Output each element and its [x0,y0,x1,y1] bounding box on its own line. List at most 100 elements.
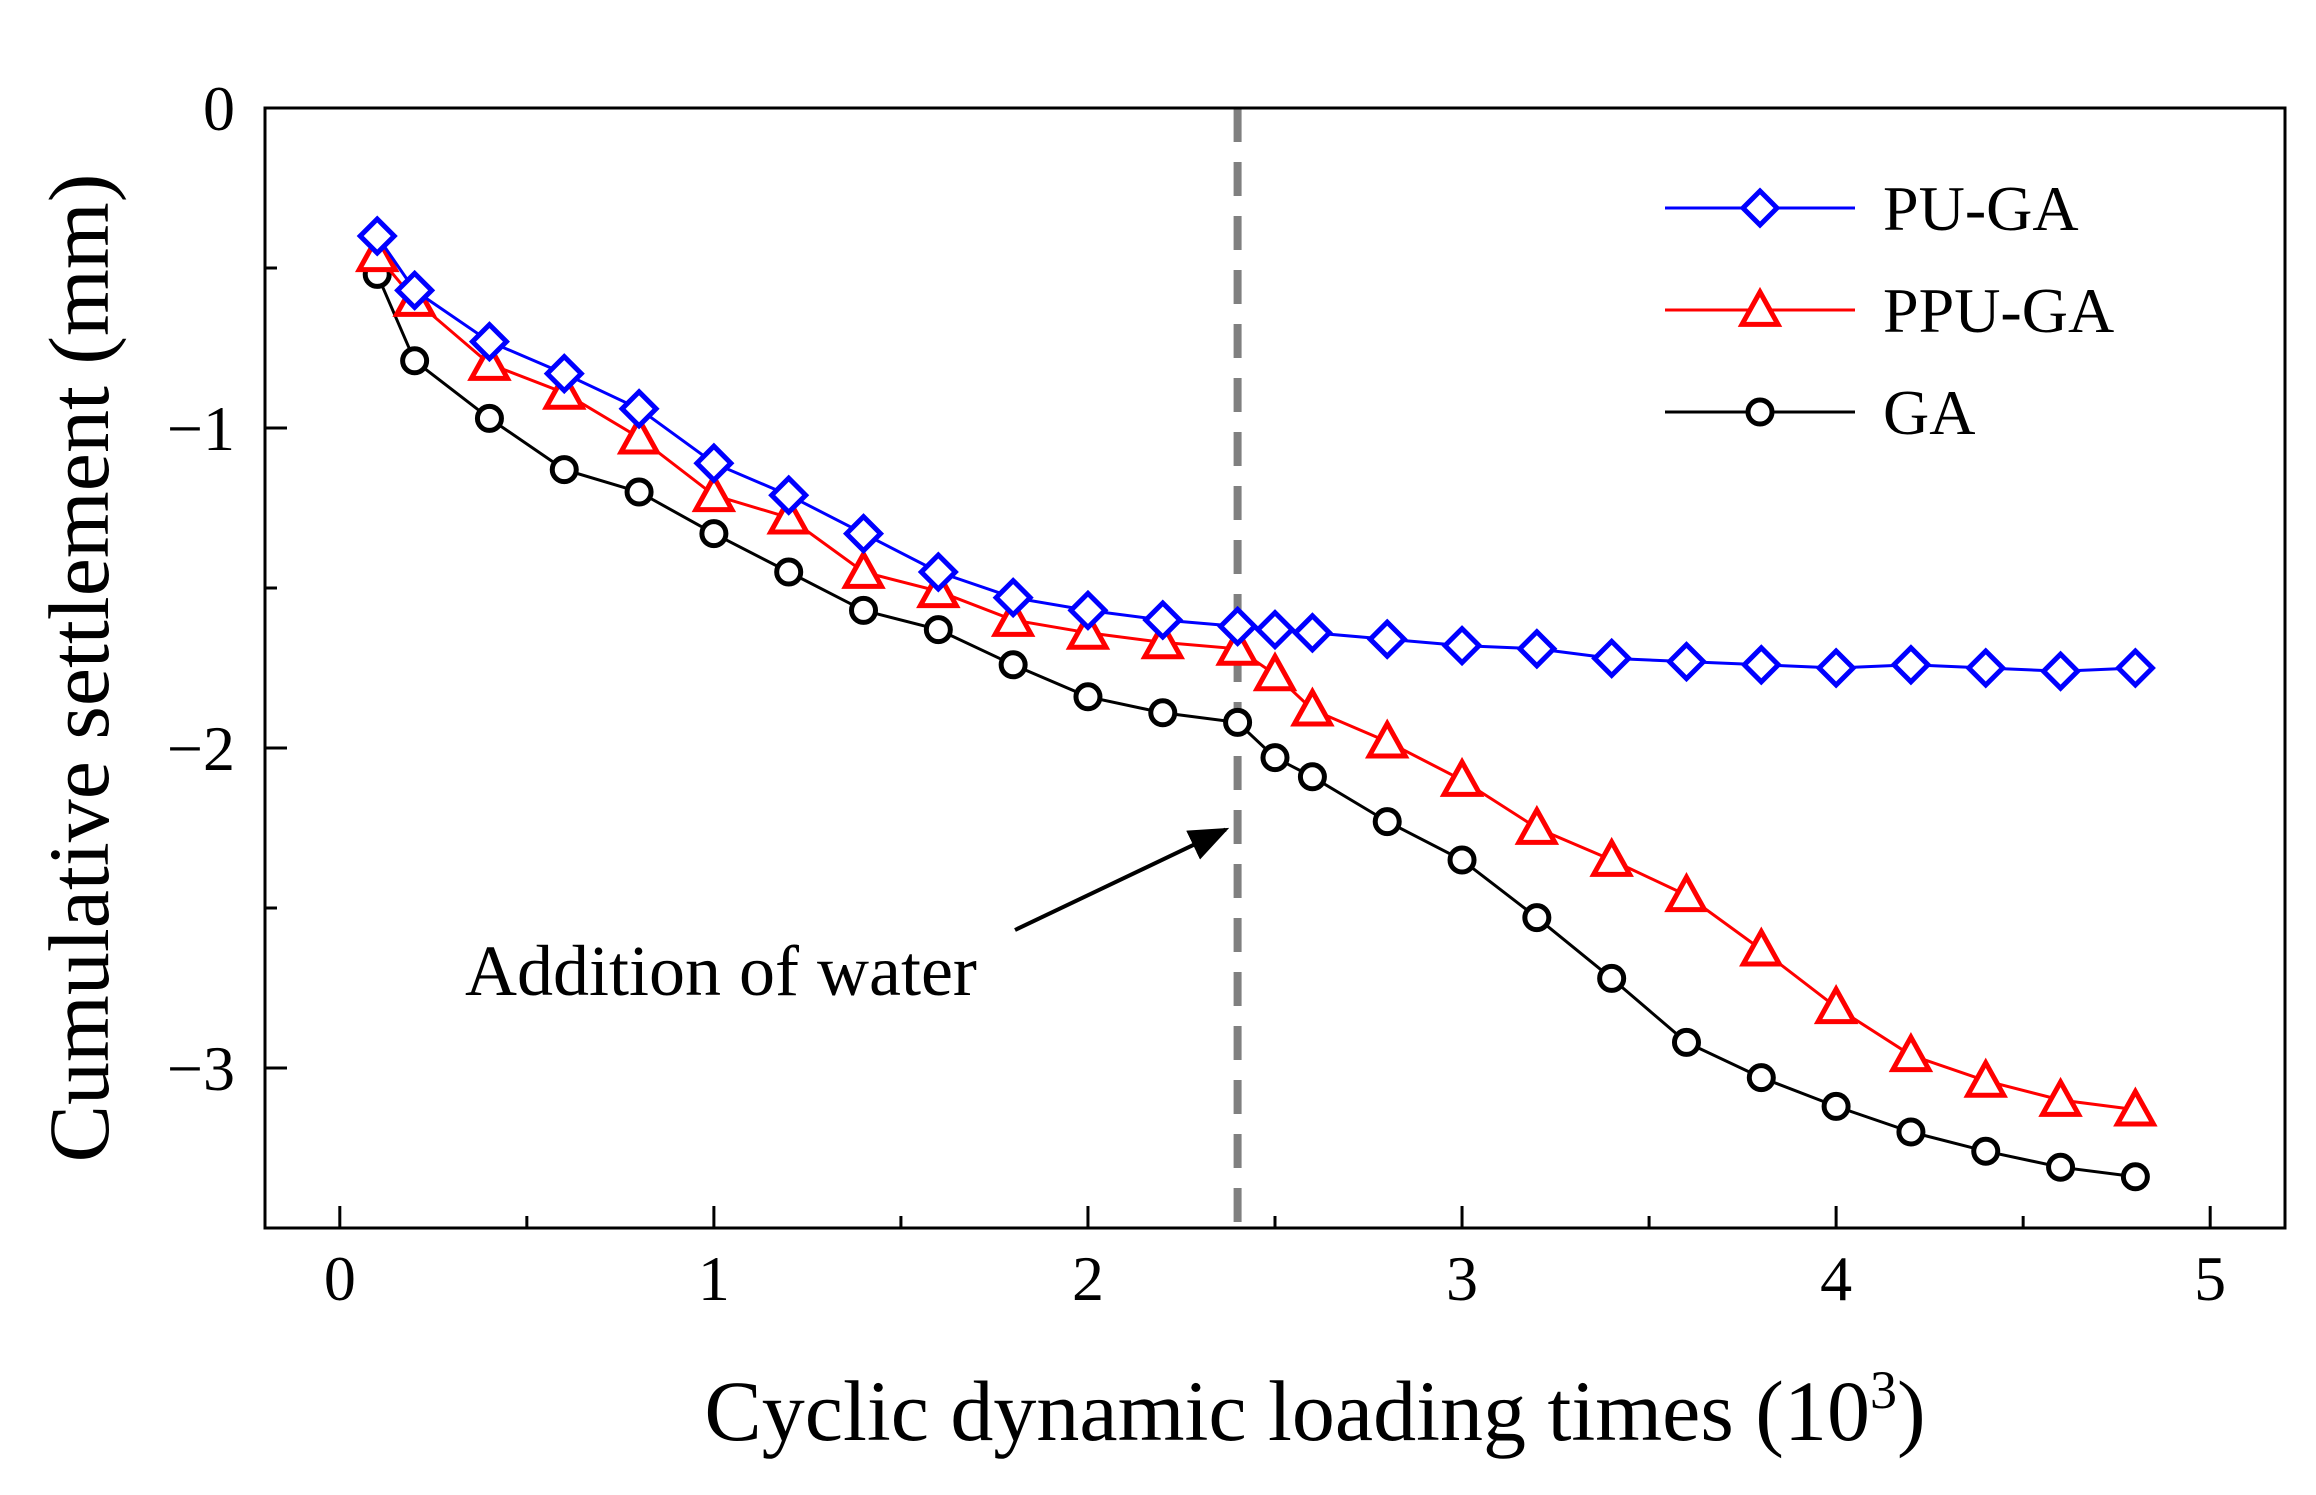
data-point-ga [1896,1117,1926,1147]
data-point-ga [1073,682,1103,712]
annotation-text: Addition of water [465,931,977,1011]
data-point-ga [998,650,1028,680]
data-point-ga [1671,1027,1701,1057]
data-point-ppu-ga [1439,756,1485,797]
x-tick-label: 0 [324,1243,356,1314]
data-point-pu-ga [1254,609,1296,651]
y-tick-label: −3 [167,1033,235,1104]
x-tick-label: 4 [1820,1243,1852,1314]
data-point-ga [1260,743,1290,773]
series-ppu-ga [354,232,2158,1127]
data-point-pu-ga [1740,644,1782,686]
data-point-ga [1597,963,1627,993]
x-tick-label: 3 [1446,1243,1478,1314]
series-group [354,215,2158,1192]
data-point-pu-ga [1067,589,1109,631]
data-point-ppu-ga [616,414,662,455]
data-point-pu-ga [992,577,1034,619]
data-point-ppu-ga [467,340,512,381]
data-point-ga [923,615,953,645]
data-point-pu-ga [1890,644,1932,686]
data-point-pu-ga [1366,618,1408,660]
data-point-ppu-ga [766,494,811,535]
y-tick-label: 0 [203,73,235,144]
data-point-pu-ga [917,551,959,593]
data-point-ga [1522,903,1552,933]
data-point-ga [400,346,430,376]
data-point-ppu-ga [1739,926,1784,967]
legend-label: PU-GA [1883,173,2079,244]
data-point-ppu-ga [1364,718,1410,759]
legend-label: GA [1883,377,1975,448]
legend-marker-diamond [1739,187,1781,229]
data-point-ga [1447,845,1477,875]
data-point-ga [1297,762,1327,792]
data-point-ppu-ga [1514,804,1560,845]
series-pu-ga [356,215,2156,692]
data-point-ga [1746,1063,1776,1093]
data-point-pu-ga [2114,647,2156,689]
data-point-ppu-ga [1140,619,1186,660]
data-point-pu-ga [768,474,810,516]
data-point-ga [474,403,504,433]
data-point-ppu-ga [1589,836,1634,877]
data-point-ppu-ga [1290,686,1335,727]
x-axis-title: Cyclic dynamic loading times (103) [704,1360,1925,1459]
data-point-ppu-ga [2038,1076,2083,1117]
data-point-ga [1148,698,1178,728]
data-point-pu-ga [543,353,585,395]
data-point-pu-ga [468,321,510,363]
axis-labels: 0 1 2 3 4 5 0 −1 −2 −3 Cyclic dynamic loading time… [31,73,2226,1459]
data-point-ppu-ga [990,596,1036,637]
data-point-ga [624,477,654,507]
data-point-ppu-ga [691,472,737,513]
data-point-ga [1223,707,1253,737]
y-tick-label: −2 [167,713,235,784]
series-ga [362,259,2150,1192]
data-point-ppu-ga [1065,609,1111,650]
data-point-pu-ga [394,269,436,311]
annotation-arrow [1014,827,1230,932]
data-point-pu-ga [693,442,735,484]
legend-marker-circle [1745,397,1775,427]
legend-item-ga: GA [1665,377,1975,448]
y-tick-label: −1 [167,393,235,464]
data-point-ga [2046,1152,2076,1182]
x-tick-label: 2 [1072,1243,1104,1314]
data-point-ppu-ga [1963,1057,2008,1098]
data-point-ga [1372,807,1402,837]
data-point-pu-ga [1441,625,1483,667]
data-point-ppu-ga [1252,651,1298,692]
data-point-ppu-ga [1813,984,1859,1025]
x-tick-label: 1 [698,1243,730,1314]
data-point-pu-ga [618,388,660,430]
legend-item-ppu-ga: PPU-GA [1665,275,2114,346]
data-point-pu-ga [1516,628,1558,670]
data-point-pu-ga [1665,641,1708,683]
data-point-ga [1971,1136,2001,1166]
data-point-pu-ga [1291,612,1333,654]
data-point-ga [699,519,729,549]
plot-frame [263,106,2287,1230]
data-point-pu-ga [1815,647,1857,689]
data-point-pu-ga [2040,650,2082,692]
data-point-ppu-ga [1215,625,1260,666]
data-point-pu-ga [1217,605,1259,647]
data-point-ppu-ga [2113,1086,2158,1127]
legend: PU-GA PPU-GA GA [1665,173,2114,448]
data-point-pu-ga [1965,647,2007,689]
data-point-ppu-ga [1888,1032,1934,1073]
data-point-pu-ga [842,513,885,555]
legend-label: PPU-GA [1883,275,2114,346]
x-tick-label: 5 [2194,1243,2226,1314]
data-point-ga [549,455,579,485]
y-axis-title: Cumulative settlement (mm) [31,174,127,1163]
data-point-pu-ga [356,215,398,257]
data-point-pu-ga [1142,599,1184,641]
data-point-ppu-ga [1664,872,1709,913]
annotation: Addition of water [465,827,1230,1011]
data-point-ga [774,557,804,587]
data-point-ga [849,595,879,625]
data-point-ppu-ga [841,548,886,589]
